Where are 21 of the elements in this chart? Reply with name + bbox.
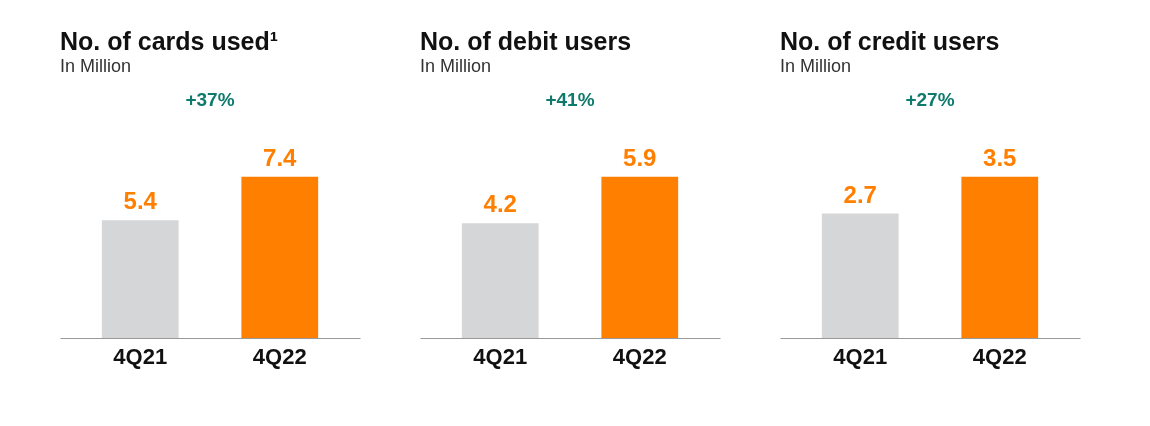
text: +27% (905, 89, 955, 110)
text: +37% (185, 89, 235, 110)
x-tick-label: 4Q21 (833, 343, 888, 369)
chart-subtitle: In Million (780, 56, 852, 76)
x-tick-label: 4Q22 (972, 343, 1027, 369)
text: +41% (545, 89, 595, 110)
x-tick-label: 4Q22 (612, 343, 667, 369)
chart-title: No. of cards used¹ (60, 27, 279, 55)
x-tick-label: 4Q21 (473, 343, 528, 369)
data-label: 2.7 (843, 180, 877, 208)
chart-title: No. of debit users (420, 27, 632, 55)
data-label: 4.2 (483, 190, 517, 218)
data-label: 3.5 (983, 143, 1017, 171)
data-label: 7.4 (263, 143, 298, 171)
chart-subtitle: In Million (420, 56, 492, 76)
chart-title: No. of credit users (780, 27, 1000, 55)
chart-subtitle: In Million (60, 56, 132, 76)
data-label: 5.9 (623, 143, 657, 171)
data-label: 5.4 (123, 187, 158, 215)
x-tick-label: 4Q22 (252, 343, 307, 369)
x-tick-label: 4Q21 (113, 343, 168, 369)
